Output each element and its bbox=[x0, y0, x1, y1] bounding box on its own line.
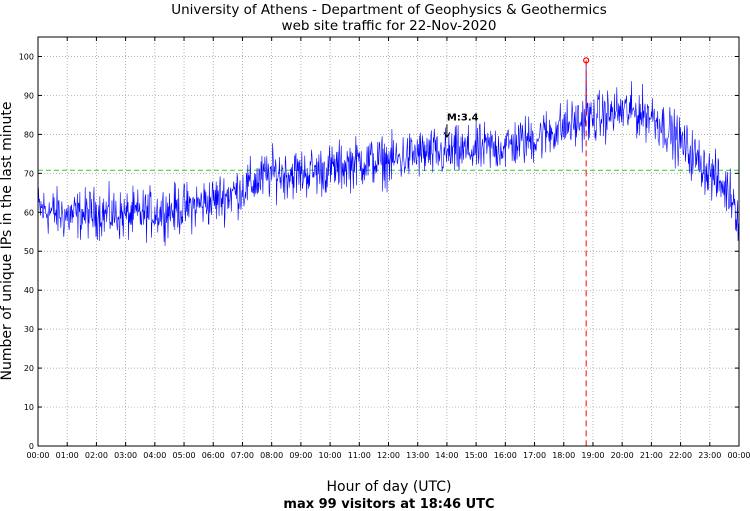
y-axis-ticks: 0 10 20 30 40 50 60 70 80 90 100 bbox=[19, 52, 739, 451]
x-tick-label: 00:00 bbox=[727, 451, 750, 460]
y-tick-label: 80 bbox=[24, 130, 34, 139]
max-marker-group bbox=[583, 57, 590, 446]
y-tick-label: 40 bbox=[24, 286, 34, 295]
y-tick-label: 60 bbox=[24, 208, 34, 217]
footer-max-visitors: max 99 visitors at 18:46 UTC bbox=[283, 497, 494, 511]
x-tick-label: 16:00 bbox=[494, 451, 517, 460]
x-tick-label: 12:00 bbox=[377, 451, 400, 460]
x-tick-label: 17:00 bbox=[523, 451, 546, 460]
x-tick-label: 21:00 bbox=[640, 451, 663, 460]
x-axis-label: Hour of day (UTC) bbox=[327, 479, 452, 495]
x-tick-label: 00:00 bbox=[26, 451, 49, 460]
x-tick-label: 14:00 bbox=[435, 451, 458, 460]
y-tick-label: 10 bbox=[24, 403, 34, 412]
chart-title: University of Athens - Department of Geo… bbox=[171, 2, 607, 18]
x-tick-label: 18:00 bbox=[552, 451, 575, 460]
x-tick-label: 08:00 bbox=[260, 451, 283, 460]
y-tick-label: 30 bbox=[24, 325, 34, 334]
y-axis-label: Number of unique IPs in the last minute bbox=[0, 102, 15, 381]
x-tick-label: 22:00 bbox=[669, 451, 692, 460]
x-tick-label: 05:00 bbox=[173, 451, 196, 460]
y-tick-label: 20 bbox=[24, 364, 34, 373]
series-line-unique-ips bbox=[37, 60, 740, 246]
chart-subtitle: web site traffic for 22-Nov-2020 bbox=[282, 18, 497, 34]
y-tick-label: 90 bbox=[24, 91, 34, 100]
annotation-label: M:3.4 bbox=[447, 112, 479, 123]
x-tick-label: 19:00 bbox=[581, 451, 604, 460]
annotation-arrow-head bbox=[443, 132, 451, 139]
x-tick-label: 03:00 bbox=[114, 451, 137, 460]
y-tick-label: 100 bbox=[19, 52, 34, 61]
x-tick-label: 20:00 bbox=[611, 451, 634, 460]
x-tick-label: 06:00 bbox=[202, 451, 225, 460]
x-tick-label: 01:00 bbox=[56, 451, 79, 460]
x-tick-label: 23:00 bbox=[698, 451, 721, 460]
x-tick-label: 15:00 bbox=[465, 451, 488, 460]
x-axis-ticks: 00:00 01:00 02:00 03:00 04:00 05:00 06:00 07:00… bbox=[26, 37, 750, 460]
x-tick-label: 07:00 bbox=[231, 451, 254, 460]
x-tick-label: 09:00 bbox=[289, 451, 312, 460]
x-tick-label: 13:00 bbox=[406, 451, 429, 460]
x-tick-label: 02:00 bbox=[85, 451, 108, 460]
annotation-group: M:3.4 bbox=[443, 112, 479, 139]
y-tick-label: 50 bbox=[24, 247, 34, 256]
grid-lines bbox=[38, 37, 739, 446]
x-tick-label: 11:00 bbox=[348, 451, 371, 460]
x-tick-label: 04:00 bbox=[143, 451, 166, 460]
y-tick-label: 70 bbox=[24, 169, 34, 178]
x-tick-label: 10:00 bbox=[319, 451, 342, 460]
max-marker-point bbox=[583, 57, 590, 64]
y-tick-label: 0 bbox=[29, 442, 34, 451]
series-group bbox=[37, 60, 740, 246]
